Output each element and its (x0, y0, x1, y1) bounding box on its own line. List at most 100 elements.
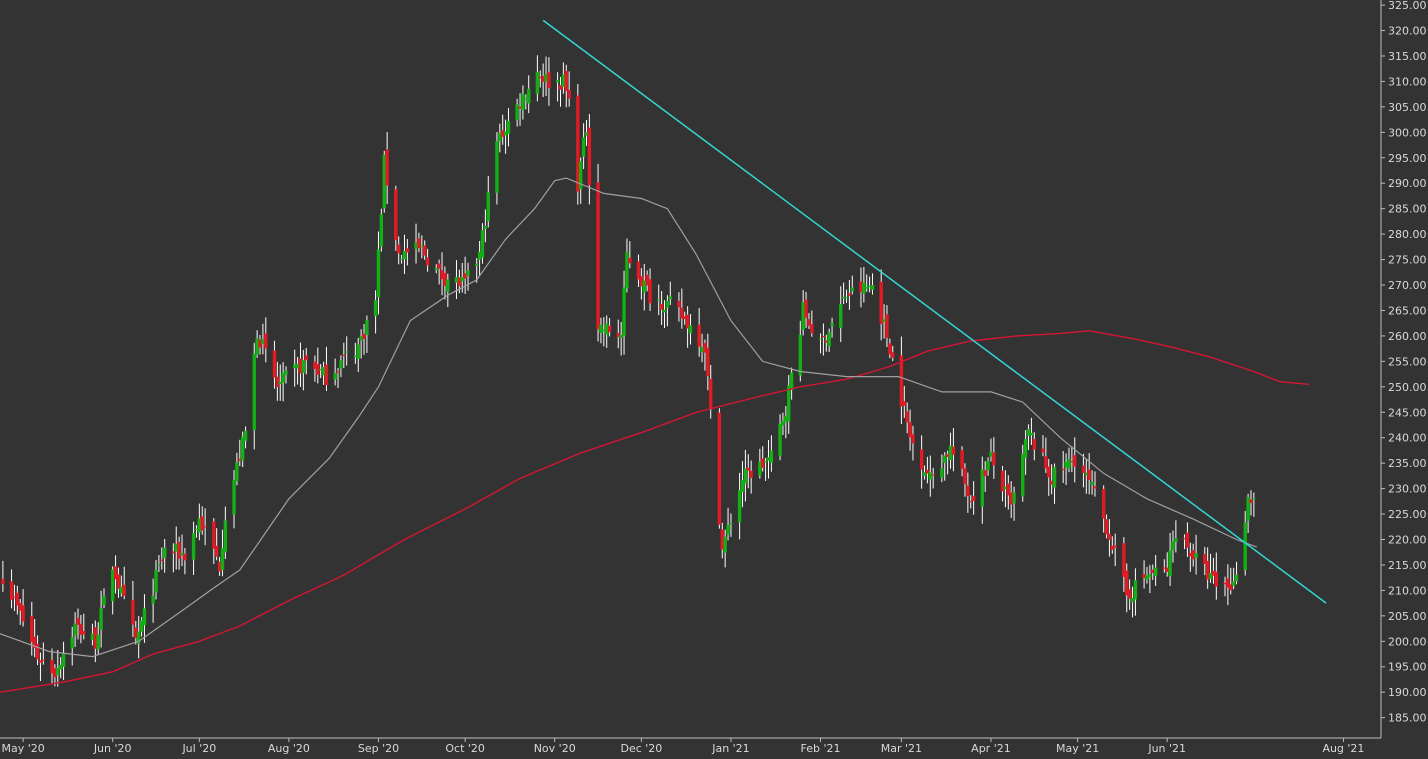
candle (477, 241, 482, 276)
candle (110, 566, 115, 615)
candle (642, 263, 646, 311)
candle (743, 449, 748, 502)
candle (928, 455, 932, 497)
candle (116, 567, 121, 598)
candle (746, 454, 750, 489)
candle (992, 437, 996, 479)
candle (749, 460, 753, 494)
candle (665, 295, 670, 327)
candle (1104, 514, 1109, 539)
candle (648, 268, 652, 311)
candle (414, 223, 418, 264)
candle (304, 347, 308, 375)
candle (446, 273, 450, 308)
candle (399, 254, 404, 264)
candle (662, 300, 667, 329)
candle (1110, 536, 1115, 554)
candle (657, 284, 661, 316)
y-tick-label: 300.00 (1388, 126, 1427, 139)
candle (41, 642, 46, 665)
candle (480, 223, 485, 264)
candle (342, 342, 346, 368)
candle (180, 534, 184, 567)
candle (963, 463, 967, 497)
candle (709, 364, 713, 419)
candle (579, 157, 583, 204)
candle (879, 269, 883, 341)
candle (616, 319, 620, 349)
x-tick-label: Jan '21 (711, 742, 749, 755)
candle (324, 346, 329, 392)
candle (376, 231, 381, 315)
candle (535, 55, 540, 102)
candle (870, 273, 875, 295)
candle (908, 409, 912, 451)
candle (1044, 437, 1048, 474)
candle (119, 575, 124, 597)
candle (212, 518, 216, 565)
y-tick-label: 310.00 (1388, 75, 1427, 88)
y-tick-label: 255.00 (1388, 355, 1427, 368)
candle (905, 402, 909, 434)
sma-200-line (0, 330, 1309, 693)
candle (99, 590, 103, 648)
candle (220, 529, 225, 577)
candle (1252, 492, 1256, 517)
x-tick-label: Aug '21 (1322, 742, 1364, 755)
y-tick-label: 315.00 (1388, 50, 1427, 63)
candle (365, 315, 369, 353)
x-tick-label: Sep '20 (358, 742, 399, 755)
candle (396, 236, 401, 265)
candle (628, 241, 632, 269)
x-tick-label: Oct '20 (445, 742, 485, 755)
candle (1006, 475, 1011, 510)
candle (602, 317, 606, 347)
candle (336, 368, 340, 389)
candle (281, 362, 285, 402)
candle (356, 337, 360, 373)
candle (827, 328, 831, 352)
candle (1, 560, 5, 592)
candle (1026, 424, 1031, 450)
candle (807, 312, 811, 329)
candle (697, 308, 701, 357)
y-tick-label: 190.00 (1388, 686, 1427, 699)
candle (200, 506, 204, 535)
candle (778, 414, 782, 461)
candle (295, 356, 300, 385)
candle (1101, 485, 1106, 533)
candle (79, 614, 83, 644)
candle (680, 288, 684, 329)
y-tick-label: 185.00 (1388, 712, 1427, 725)
candle (235, 452, 239, 486)
candle (986, 457, 990, 476)
candle (238, 439, 242, 467)
candle (261, 323, 265, 355)
candle (1009, 481, 1013, 518)
candle (763, 457, 768, 481)
candle (971, 481, 976, 515)
candle (284, 366, 288, 384)
x-tick-label: Aug '20 (268, 742, 310, 755)
candle (789, 367, 794, 400)
candle (162, 539, 167, 573)
candle (1047, 458, 1051, 496)
candle (359, 329, 363, 359)
candle (605, 315, 609, 348)
candle (382, 150, 386, 213)
candle (1151, 564, 1155, 580)
candle (1003, 470, 1008, 508)
candle (258, 334, 262, 355)
candle (1188, 542, 1193, 572)
candle (781, 412, 785, 436)
candle (989, 438, 993, 462)
candle (402, 234, 407, 275)
candle (298, 342, 303, 387)
candle (969, 495, 973, 509)
candle (841, 282, 846, 305)
candle (576, 84, 580, 205)
candle (1214, 552, 1219, 600)
candle (561, 62, 566, 94)
candle (862, 266, 866, 303)
